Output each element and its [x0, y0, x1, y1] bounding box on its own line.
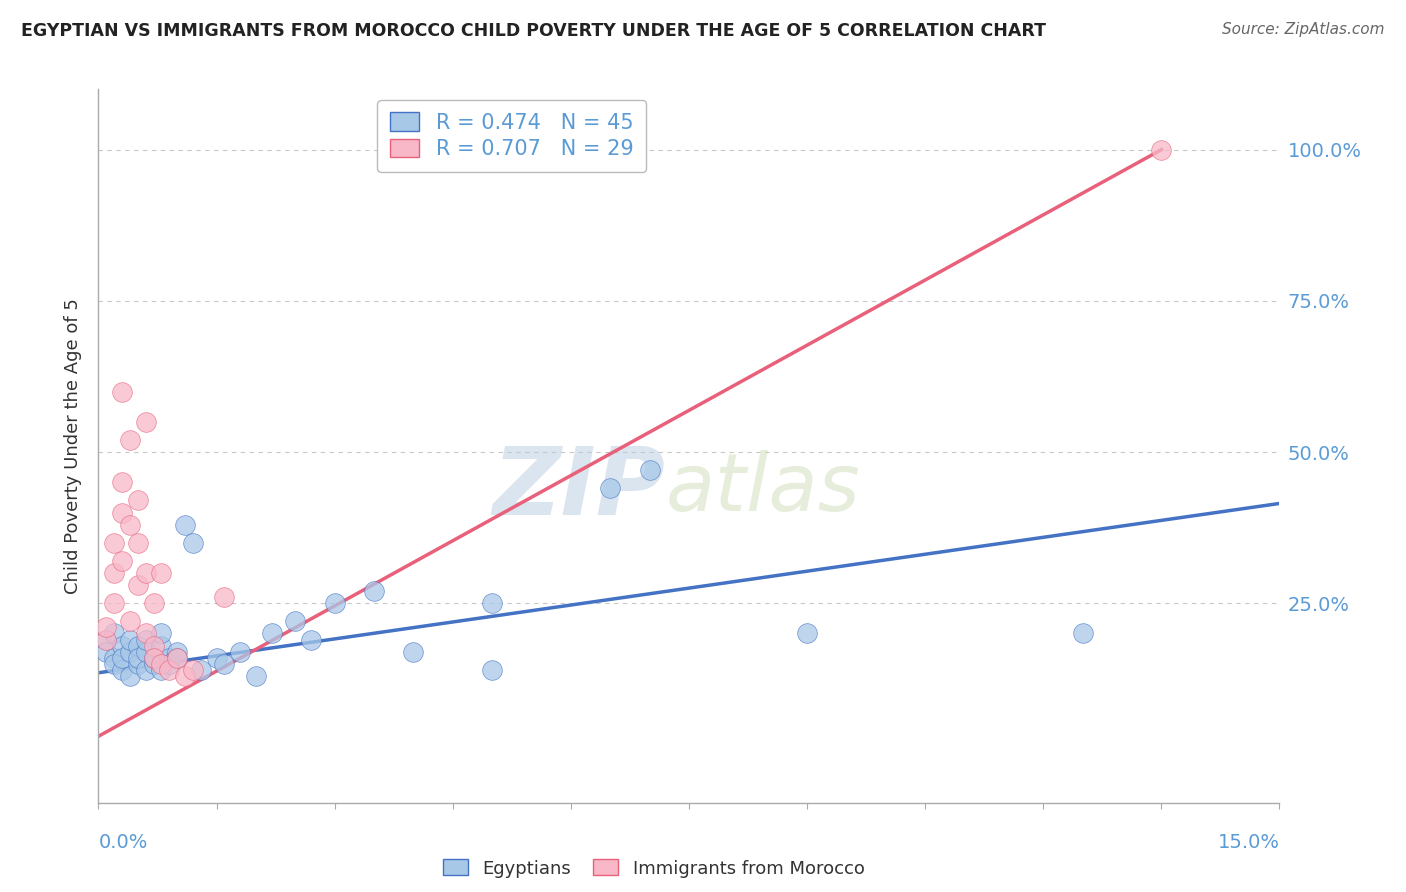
Point — [135, 645, 157, 659]
Point — [796, 626, 818, 640]
Text: EGYPTIAN VS IMMIGRANTS FROM MOROCCO CHILD POVERTY UNDER THE AGE OF 5 CORRELATION: EGYPTIAN VS IMMIGRANTS FROM MOROCCO CHIL… — [21, 22, 1046, 40]
Point — [150, 566, 173, 580]
Point — [111, 650, 134, 665]
Point — [142, 639, 165, 653]
Point — [127, 535, 149, 549]
Point — [190, 663, 212, 677]
Point — [150, 663, 173, 677]
Point — [103, 626, 125, 640]
Point — [96, 620, 118, 634]
Point — [135, 415, 157, 429]
Point — [135, 626, 157, 640]
Point — [214, 657, 236, 671]
Point — [481, 663, 503, 677]
Point — [181, 535, 204, 549]
Point — [103, 650, 125, 665]
Point — [103, 535, 125, 549]
Point — [481, 596, 503, 610]
Y-axis label: Child Poverty Under the Age of 5: Child Poverty Under the Age of 5 — [65, 298, 83, 594]
Point — [96, 632, 118, 647]
Point — [1071, 626, 1094, 640]
Point — [111, 475, 134, 490]
Point — [135, 632, 157, 647]
Point — [127, 657, 149, 671]
Point — [118, 615, 141, 629]
Point — [135, 663, 157, 677]
Point — [142, 650, 165, 665]
Point — [142, 657, 165, 671]
Point — [181, 663, 204, 677]
Point — [127, 578, 149, 592]
Point — [150, 657, 173, 671]
Point — [103, 657, 125, 671]
Point — [111, 384, 134, 399]
Point — [157, 650, 180, 665]
Point — [205, 650, 228, 665]
Point — [166, 645, 188, 659]
Text: 0.0%: 0.0% — [98, 833, 148, 853]
Point — [127, 493, 149, 508]
Point — [323, 596, 346, 610]
Point — [638, 463, 661, 477]
Text: 15.0%: 15.0% — [1218, 833, 1279, 853]
Point — [1150, 143, 1173, 157]
Point — [229, 645, 252, 659]
Point — [118, 433, 141, 447]
Point — [260, 626, 283, 640]
Point — [284, 615, 307, 629]
Point — [402, 645, 425, 659]
Text: Source: ZipAtlas.com: Source: ZipAtlas.com — [1222, 22, 1385, 37]
Point — [214, 590, 236, 604]
Point — [174, 517, 197, 532]
Legend: Egyptians, Immigrants from Morocco: Egyptians, Immigrants from Morocco — [433, 850, 873, 887]
Point — [166, 650, 188, 665]
Point — [127, 639, 149, 653]
Point — [135, 566, 157, 580]
Point — [150, 639, 173, 653]
Point — [118, 632, 141, 647]
Point — [363, 584, 385, 599]
Point — [150, 626, 173, 640]
Point — [166, 650, 188, 665]
Point — [299, 632, 322, 647]
Point — [96, 645, 118, 659]
Point — [127, 650, 149, 665]
Point — [599, 481, 621, 495]
Text: atlas: atlas — [665, 450, 860, 528]
Point — [103, 566, 125, 580]
Point — [103, 596, 125, 610]
Point — [118, 669, 141, 683]
Point — [118, 645, 141, 659]
Point — [111, 639, 134, 653]
Point — [245, 669, 267, 683]
Point — [157, 657, 180, 671]
Text: ZIP: ZIP — [492, 442, 665, 535]
Point — [111, 554, 134, 568]
Point — [174, 669, 197, 683]
Point — [157, 663, 180, 677]
Point — [96, 632, 118, 647]
Point — [142, 650, 165, 665]
Point — [142, 596, 165, 610]
Point — [111, 663, 134, 677]
Point — [111, 506, 134, 520]
Point — [118, 517, 141, 532]
